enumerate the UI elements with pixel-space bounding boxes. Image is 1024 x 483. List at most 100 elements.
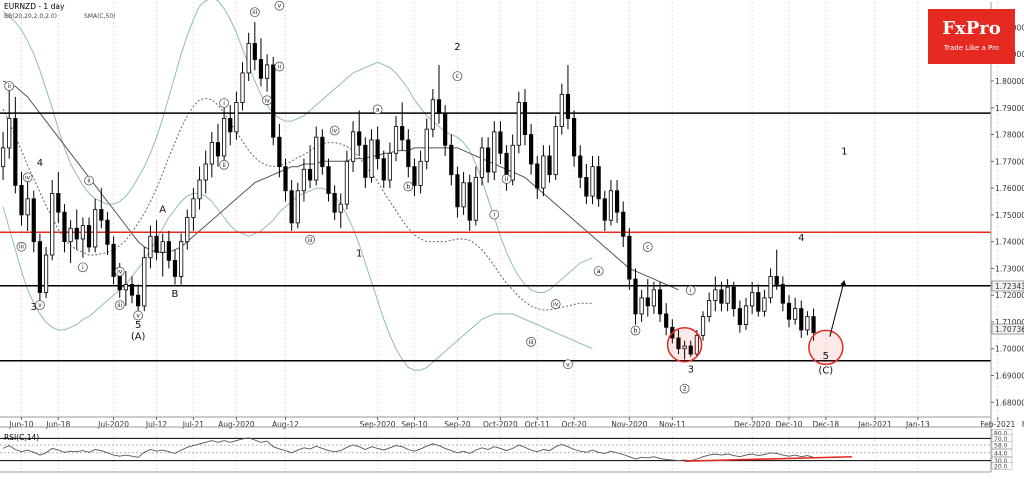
rsi-tick-label: 20.0	[994, 464, 1008, 471]
candle-body	[228, 118, 233, 133]
candle-body	[142, 257, 147, 307]
wave-marker-circle	[22, 172, 33, 183]
candle-body	[62, 211, 67, 243]
candle-body	[571, 118, 577, 157]
wave-label: 5	[823, 351, 829, 362]
candle-body	[246, 43, 251, 74]
bb-middle-line	[2, 97, 593, 311]
candle-body	[694, 334, 699, 355]
candle-body	[301, 168, 307, 192]
wave-marker-label: iv	[553, 301, 559, 308]
candle-body	[614, 190, 620, 213]
candle-body	[111, 243, 116, 277]
candle-body	[553, 126, 558, 176]
candle-body	[424, 128, 429, 162]
candle-body	[682, 345, 687, 350]
wave-label: A	[159, 205, 166, 216]
wave-marker-label: iv	[332, 128, 338, 135]
y-tick-label: 1.73000	[995, 264, 1024, 273]
wave-marker-label: v	[278, 3, 282, 10]
candle-body	[713, 289, 718, 301]
wave-label: 4	[37, 158, 43, 169]
brand-logo: FxPro Trade Like a Pro	[928, 9, 1015, 64]
candle-body	[68, 227, 73, 243]
wave-marker-circle	[274, 0, 285, 11]
wave-marker-circle	[329, 125, 340, 136]
wave-label: 4	[798, 233, 804, 244]
candle-body	[799, 308, 804, 331]
candle-body	[117, 276, 122, 291]
candle-body	[37, 241, 43, 293]
wave-marker-label: ii	[8, 83, 12, 90]
rsi-divergence-line	[684, 455, 852, 462]
candle-body	[461, 182, 466, 208]
rsi-tick-box	[991, 462, 1013, 470]
candle-body	[780, 284, 785, 304]
candle-body	[19, 185, 24, 216]
wave-marker-label: iii	[117, 302, 122, 309]
candle-body	[578, 155, 583, 178]
x-tick-label: Dec-18	[812, 420, 839, 429]
wave-marker-label: i	[223, 100, 225, 107]
rsi-tick-box	[991, 441, 1013, 449]
candle-body	[197, 179, 202, 200]
candle-body	[547, 155, 552, 176]
candle-body	[43, 254, 49, 293]
x-tick-label: Jul-21	[182, 420, 205, 429]
x-tick-label: Dec-2020	[734, 420, 771, 429]
x-tick-label: Jun-18	[45, 420, 70, 429]
candle-body	[295, 190, 300, 224]
candle-body	[314, 136, 319, 181]
x-tick-label: Jan-13	[905, 420, 930, 429]
candle-body	[0, 147, 6, 168]
candle-body	[725, 286, 730, 304]
candle-body	[436, 99, 442, 114]
x-tick-label: Oct-11	[525, 420, 550, 429]
candle-body	[13, 118, 18, 186]
wave-marker-label: a	[376, 106, 380, 113]
x-tick-label: Oct-20	[561, 420, 586, 429]
y-tick-label: 1.78000	[995, 131, 1024, 140]
highlight-circle	[808, 329, 844, 366]
wave-marker-circle	[114, 300, 125, 310]
rsi-label: RSI(C,14)	[4, 433, 39, 442]
candle-body	[185, 217, 190, 243]
candle-body	[166, 241, 171, 261]
candle-body	[811, 316, 816, 334]
candle-body	[608, 190, 614, 221]
wave-label: 1	[356, 249, 362, 260]
sma-label: SMA(C,50)	[84, 13, 116, 20]
candle-body	[123, 284, 128, 291]
y-tick-label: 1.70000	[995, 345, 1024, 354]
candle-body	[179, 241, 184, 277]
candle-body	[31, 198, 36, 243]
rsi-line	[2, 437, 814, 462]
wave-marker-circle	[630, 325, 641, 336]
candle-body	[406, 139, 411, 168]
candle-body	[191, 198, 196, 218]
candle-body	[271, 64, 276, 138]
candle-body	[664, 313, 669, 328]
candle-body	[154, 235, 159, 253]
wave-marker-circle	[685, 285, 696, 296]
candle-body	[418, 160, 423, 186]
rsi-tick-label: 80.0	[994, 430, 1008, 437]
candle-body	[621, 211, 626, 237]
wave-marker-circle	[305, 234, 315, 245]
candle-body	[590, 166, 595, 197]
wave-marker-circle	[679, 383, 690, 394]
candle-body	[222, 118, 227, 157]
candle-body	[793, 308, 798, 320]
wave-label: (A)	[131, 331, 146, 342]
wave-label: 5	[135, 320, 141, 331]
candle-body	[651, 289, 657, 307]
candle-body	[522, 102, 528, 135]
candle-body	[357, 131, 362, 146]
wave-marker-label: iii	[252, 9, 257, 16]
candle-body	[209, 142, 214, 165]
candle-body	[412, 166, 417, 186]
wave-label: 2	[454, 42, 460, 53]
candle-body	[74, 227, 79, 240]
